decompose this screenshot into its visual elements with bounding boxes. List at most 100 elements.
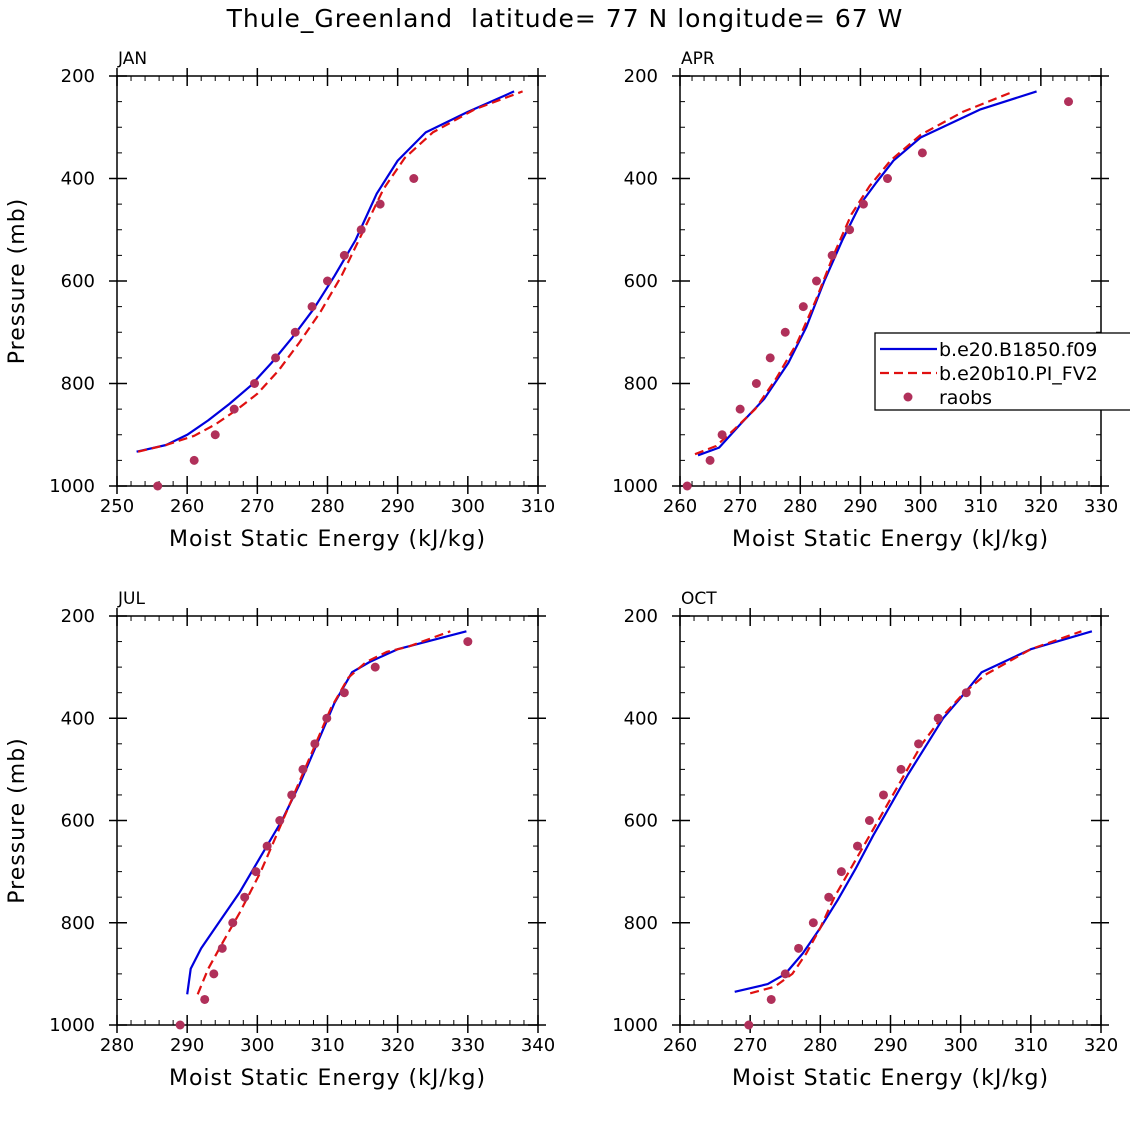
raobs-point bbox=[240, 892, 250, 902]
panel-label: OCT bbox=[681, 589, 717, 609]
series-b-e20b10-pi-fv2-line bbox=[694, 90, 1015, 456]
x-tick-label: 330 bbox=[451, 1035, 485, 1056]
raobs-point bbox=[287, 790, 297, 800]
raobs-point bbox=[1064, 97, 1074, 107]
raobs-point bbox=[275, 816, 285, 825]
raobs-point bbox=[217, 943, 227, 953]
y-tick-label: 600 bbox=[624, 811, 658, 832]
panel-label: JUL bbox=[117, 589, 145, 609]
series-raobs-markers bbox=[153, 174, 419, 491]
x-tick-label: 310 bbox=[1014, 1035, 1048, 1056]
x-tick-label: 310 bbox=[964, 496, 998, 517]
raobs-point bbox=[250, 379, 260, 388]
raobs-point bbox=[824, 892, 834, 902]
raobs-point bbox=[882, 174, 892, 183]
y-tick-label: 1000 bbox=[49, 1015, 95, 1036]
x-tick-label: 300 bbox=[943, 1035, 977, 1056]
legend-label: b.e20b10.PI_FV2 bbox=[939, 363, 1098, 385]
x-tick-label: 310 bbox=[310, 1035, 344, 1056]
x-tick-label: 270 bbox=[240, 496, 274, 517]
raobs-point bbox=[153, 481, 163, 491]
raobs-point bbox=[717, 430, 727, 440]
x-tick-label: 300 bbox=[903, 496, 937, 517]
raobs-point bbox=[794, 943, 804, 953]
x-tick-label: 280 bbox=[310, 496, 344, 517]
y-tick-label: 800 bbox=[61, 913, 95, 934]
y-tick-label: 200 bbox=[61, 66, 95, 87]
y-tick-label: 1000 bbox=[612, 1015, 658, 1036]
raobs-point bbox=[682, 481, 692, 491]
raobs-point bbox=[251, 867, 261, 877]
y-tick-label: 800 bbox=[624, 374, 658, 395]
legend-marker-raobs bbox=[903, 392, 913, 402]
y-axis-label: Pressure (mb) bbox=[5, 198, 30, 365]
x-tick-label: 290 bbox=[873, 1035, 907, 1056]
series-raobs-markers bbox=[175, 637, 473, 1030]
raobs-point bbox=[845, 225, 855, 235]
panel-apr: APR 260 270 280 290 300 310 320 330 200 400 600 800 1… bbox=[612, 49, 1118, 552]
plot-frame bbox=[679, 75, 1102, 487]
raobs-point bbox=[189, 455, 199, 465]
raobs-point bbox=[290, 327, 300, 337]
plot-frame bbox=[679, 615, 1102, 1026]
raobs-point bbox=[209, 969, 219, 979]
panel-oct: OCT 260 270 280 290 300 310 320 200 400 600 800 1000… bbox=[612, 589, 1118, 1091]
raobs-point bbox=[409, 174, 419, 183]
raobs-point bbox=[229, 404, 239, 414]
raobs-point bbox=[339, 688, 349, 698]
x-axis-label: Moist Static Energy (kJ/kg) bbox=[169, 1066, 486, 1091]
raobs-point bbox=[210, 430, 220, 440]
x-tick-label: 320 bbox=[1024, 496, 1058, 517]
y-tick-label: 600 bbox=[61, 811, 95, 832]
series-raobs-markers bbox=[682, 97, 1074, 491]
raobs-point bbox=[271, 353, 281, 363]
raobs-point bbox=[175, 1020, 185, 1030]
legend-box bbox=[874, 332, 1130, 411]
series-b-e20-b1850-f09-line bbox=[734, 630, 1093, 993]
raobs-point bbox=[370, 662, 380, 672]
raobs-point bbox=[780, 969, 790, 979]
y-axis-label: Pressure (mb) bbox=[5, 737, 30, 904]
raobs-point bbox=[298, 764, 308, 774]
raobs-point bbox=[933, 713, 943, 723]
raobs-point bbox=[766, 994, 776, 1004]
x-tick-label: 250 bbox=[100, 496, 134, 517]
panel-label: JAN bbox=[117, 49, 147, 69]
panel-jul: JUL 280 290 300 310 320 330 340 200 400 600 800 1000… bbox=[5, 589, 555, 1091]
raobs-point bbox=[744, 1020, 754, 1030]
raobs-point bbox=[836, 867, 846, 877]
x-tick-label: 270 bbox=[733, 1035, 767, 1056]
raobs-point bbox=[323, 276, 332, 286]
x-tick-label: 280 bbox=[783, 496, 817, 517]
raobs-point bbox=[375, 199, 385, 209]
x-tick-label: 290 bbox=[380, 496, 414, 517]
panels-group: JAN 250 260 270 280 290 300 310 200 400 600 800 1000… bbox=[5, 49, 1118, 1091]
raobs-point bbox=[812, 276, 822, 286]
x-tick-label: 300 bbox=[240, 1035, 274, 1056]
raobs-point bbox=[853, 841, 863, 851]
x-tick-label: 280 bbox=[803, 1035, 837, 1056]
figure-title: Thule_Greenland latitude= 77 N longitude… bbox=[226, 4, 904, 33]
y-tick-label: 1000 bbox=[49, 476, 95, 497]
y-tick-label: 400 bbox=[624, 169, 658, 190]
raobs-point bbox=[858, 199, 868, 209]
x-tick-label: 270 bbox=[723, 496, 757, 517]
x-tick-label: 290 bbox=[170, 1035, 204, 1056]
series-b-e20-b1850-f09-line bbox=[136, 90, 515, 453]
x-axis-label: Moist Static Energy (kJ/kg) bbox=[732, 1066, 1049, 1091]
raobs-point bbox=[310, 739, 320, 749]
y-tick-label: 400 bbox=[61, 169, 95, 190]
raobs-point bbox=[914, 739, 924, 749]
raobs-point bbox=[917, 148, 927, 158]
y-tick-label: 400 bbox=[61, 708, 95, 729]
raobs-point bbox=[200, 994, 210, 1004]
x-tick-label: 300 bbox=[451, 496, 485, 517]
x-tick-label: 320 bbox=[380, 1035, 414, 1056]
panel-label: APR bbox=[681, 49, 715, 69]
y-tick-label: 200 bbox=[61, 606, 95, 627]
x-tick-label: 260 bbox=[170, 496, 204, 517]
raobs-point bbox=[808, 918, 818, 928]
raobs-point bbox=[339, 250, 349, 260]
raobs-point bbox=[765, 353, 775, 363]
series-b-e20b10-pi-fv2-line bbox=[196, 630, 451, 995]
